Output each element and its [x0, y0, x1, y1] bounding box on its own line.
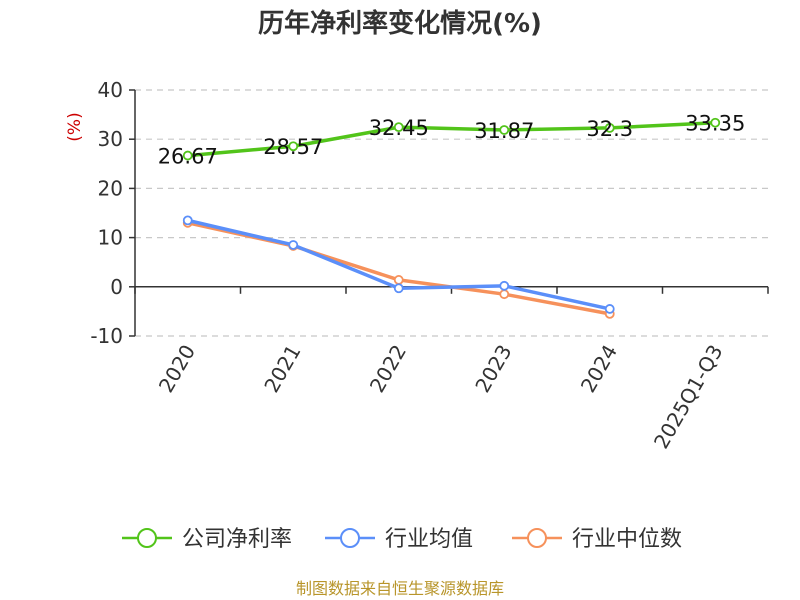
x-tick-label: 2023	[470, 341, 516, 397]
series-line	[187, 120, 716, 158]
data-point	[604, 122, 615, 133]
y-tick-label: 0	[110, 275, 123, 299]
x-tick-labels: 2020 2021 2022 2023 2024 2025Q1-Q3	[154, 341, 728, 453]
y-tick-label: 30	[98, 127, 123, 151]
legend-label: 行业均值	[385, 527, 473, 552]
data-label: 26.67	[158, 145, 218, 169]
x-tick-label: 2020	[154, 341, 200, 397]
data-label: 33.35	[685, 112, 745, 136]
series-line	[187, 218, 611, 311]
y-tick-label: -10	[90, 324, 123, 348]
legend: 公司净利率 行业均值 行业中位数	[122, 527, 682, 552]
y-tick-label: 40	[98, 78, 123, 102]
data-point	[499, 289, 510, 300]
legend-label: 行业中位数	[572, 527, 682, 552]
x-tick-label: 2022	[365, 341, 411, 397]
data-label: 28.57	[263, 135, 323, 159]
y-tick-label: 10	[98, 226, 123, 250]
data-label: 32.45	[369, 116, 429, 140]
data-point	[182, 150, 193, 161]
legend-marker	[340, 528, 360, 548]
data-point	[393, 122, 404, 133]
series-group	[182, 117, 721, 319]
data-point	[393, 275, 404, 285]
data-point	[393, 283, 404, 294]
data-labels: 26.67 28.57 32.45 31.87 32.3 33.35	[158, 112, 746, 169]
source-note: 制图数据来自恒生聚源数据库	[296, 579, 504, 598]
y-tick-labels: 40 30 20 10 0 -10	[90, 78, 123, 348]
chart-title: 历年净利率变化情况(%)	[258, 8, 542, 39]
data-point	[499, 125, 510, 135]
data-point	[288, 240, 299, 250]
x-tick-label: 2024	[576, 341, 622, 397]
data-label: 31.87	[474, 119, 534, 143]
y-tick-label: 20	[98, 176, 123, 200]
legend-marker	[527, 528, 547, 548]
data-point	[288, 141, 299, 152]
data-point	[182, 215, 193, 226]
data-label: 32.3	[586, 117, 633, 141]
data-point	[499, 280, 510, 291]
y-axis-label: (%)	[65, 112, 85, 141]
legend-label: 公司净利率	[182, 527, 292, 552]
legend-marker	[137, 528, 157, 548]
data-point	[604, 304, 615, 314]
x-tick-label: 2021	[259, 341, 305, 397]
data-point	[710, 117, 721, 128]
x-tick-label: 2025Q1-Q3	[649, 341, 728, 453]
